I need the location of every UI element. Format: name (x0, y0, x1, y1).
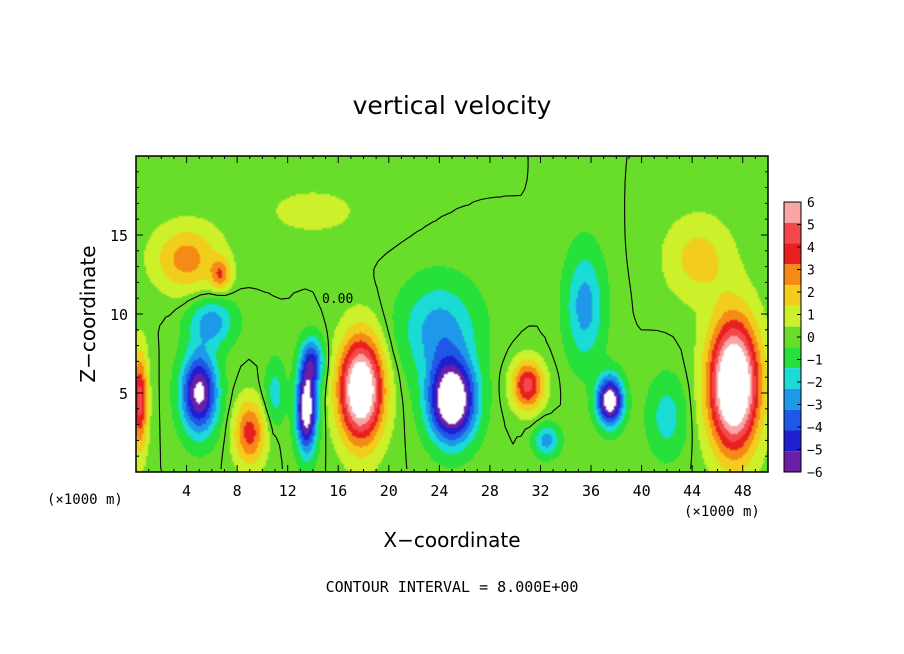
contour-line-zero (157, 156, 693, 470)
x-tick-label: 44 (683, 482, 701, 500)
colorbar-label: −5 (807, 444, 823, 459)
y-tick-label: 10 (110, 306, 128, 324)
colorbar-swatch (784, 305, 801, 327)
x-tick-label: 40 (633, 482, 651, 500)
x-tick-label: 20 (380, 482, 398, 500)
colorbar-label: 0 (807, 331, 815, 346)
colorbar-swatch (784, 264, 801, 286)
colorbar-label: −6 (807, 466, 823, 481)
y-axis-label: Z−coordinate (76, 245, 100, 382)
y-tick-label: 15 (110, 227, 128, 245)
colorbar-label: −4 (807, 421, 823, 436)
colorbar-swatch (784, 388, 801, 410)
colorbar-label: 5 (807, 219, 815, 234)
heatmap-plot-area: 0.00 (135, 155, 769, 473)
contour-label: 0.00 (322, 292, 353, 307)
x-tick-label: 36 (582, 482, 600, 500)
heatmap-field (136, 156, 768, 472)
x-tick-label: 24 (430, 482, 448, 500)
colorbar-swatch (784, 326, 801, 348)
y-tick-label: 5 (119, 385, 128, 403)
colorbar-label: 2 (807, 286, 815, 301)
colorbar-label: 6 (807, 196, 815, 211)
colorbar-label: 1 (807, 309, 815, 324)
colorbar-swatch (784, 430, 801, 452)
colorbar-swatch (784, 285, 801, 306)
colorbar-label: −1 (807, 354, 823, 369)
colorbar-swatch (784, 409, 801, 431)
x-tick-label: 32 (531, 482, 549, 500)
x-tick-label: 48 (734, 482, 752, 500)
colorbar: 6 5 4 3 2 1 0 −1 −2 −3 −4 −5 −6 (783, 196, 823, 481)
colorbar-label: 4 (807, 241, 815, 256)
colorbar-swatch (784, 368, 801, 389)
x-unit-right: (×1000 m) (684, 504, 760, 520)
contour-interval-note: CONTOUR INTERVAL = 8.000E+00 (326, 578, 579, 596)
x-unit-left: (×1000 m) (47, 492, 123, 508)
x-axis-ticks: 4 8 12 16 20 24 28 32 36 40 44 48 (148, 156, 756, 500)
x-tick-label: 12 (279, 482, 297, 500)
colorbar-swatch (784, 451, 801, 472)
x-tick-label: 4 (182, 482, 191, 500)
colorbar-swatch (784, 222, 801, 244)
x-tick-label: 28 (481, 482, 499, 500)
zero-contours (157, 156, 693, 470)
colorbar-swatch (784, 347, 801, 369)
y-axis-ticks: 5 10 15 (110, 171, 768, 457)
chart-title: vertical velocity (353, 91, 552, 120)
colorbar-label: −3 (807, 399, 823, 414)
colorbar-label: −2 (807, 376, 823, 391)
colorbar-label: 3 (807, 264, 815, 279)
colorbar-swatch (784, 202, 801, 223)
colorbar-swatch (784, 243, 801, 265)
x-tick-label: 16 (329, 482, 347, 500)
x-tick-label: 8 (233, 482, 242, 500)
x-axis-label: X−coordinate (383, 528, 520, 552)
